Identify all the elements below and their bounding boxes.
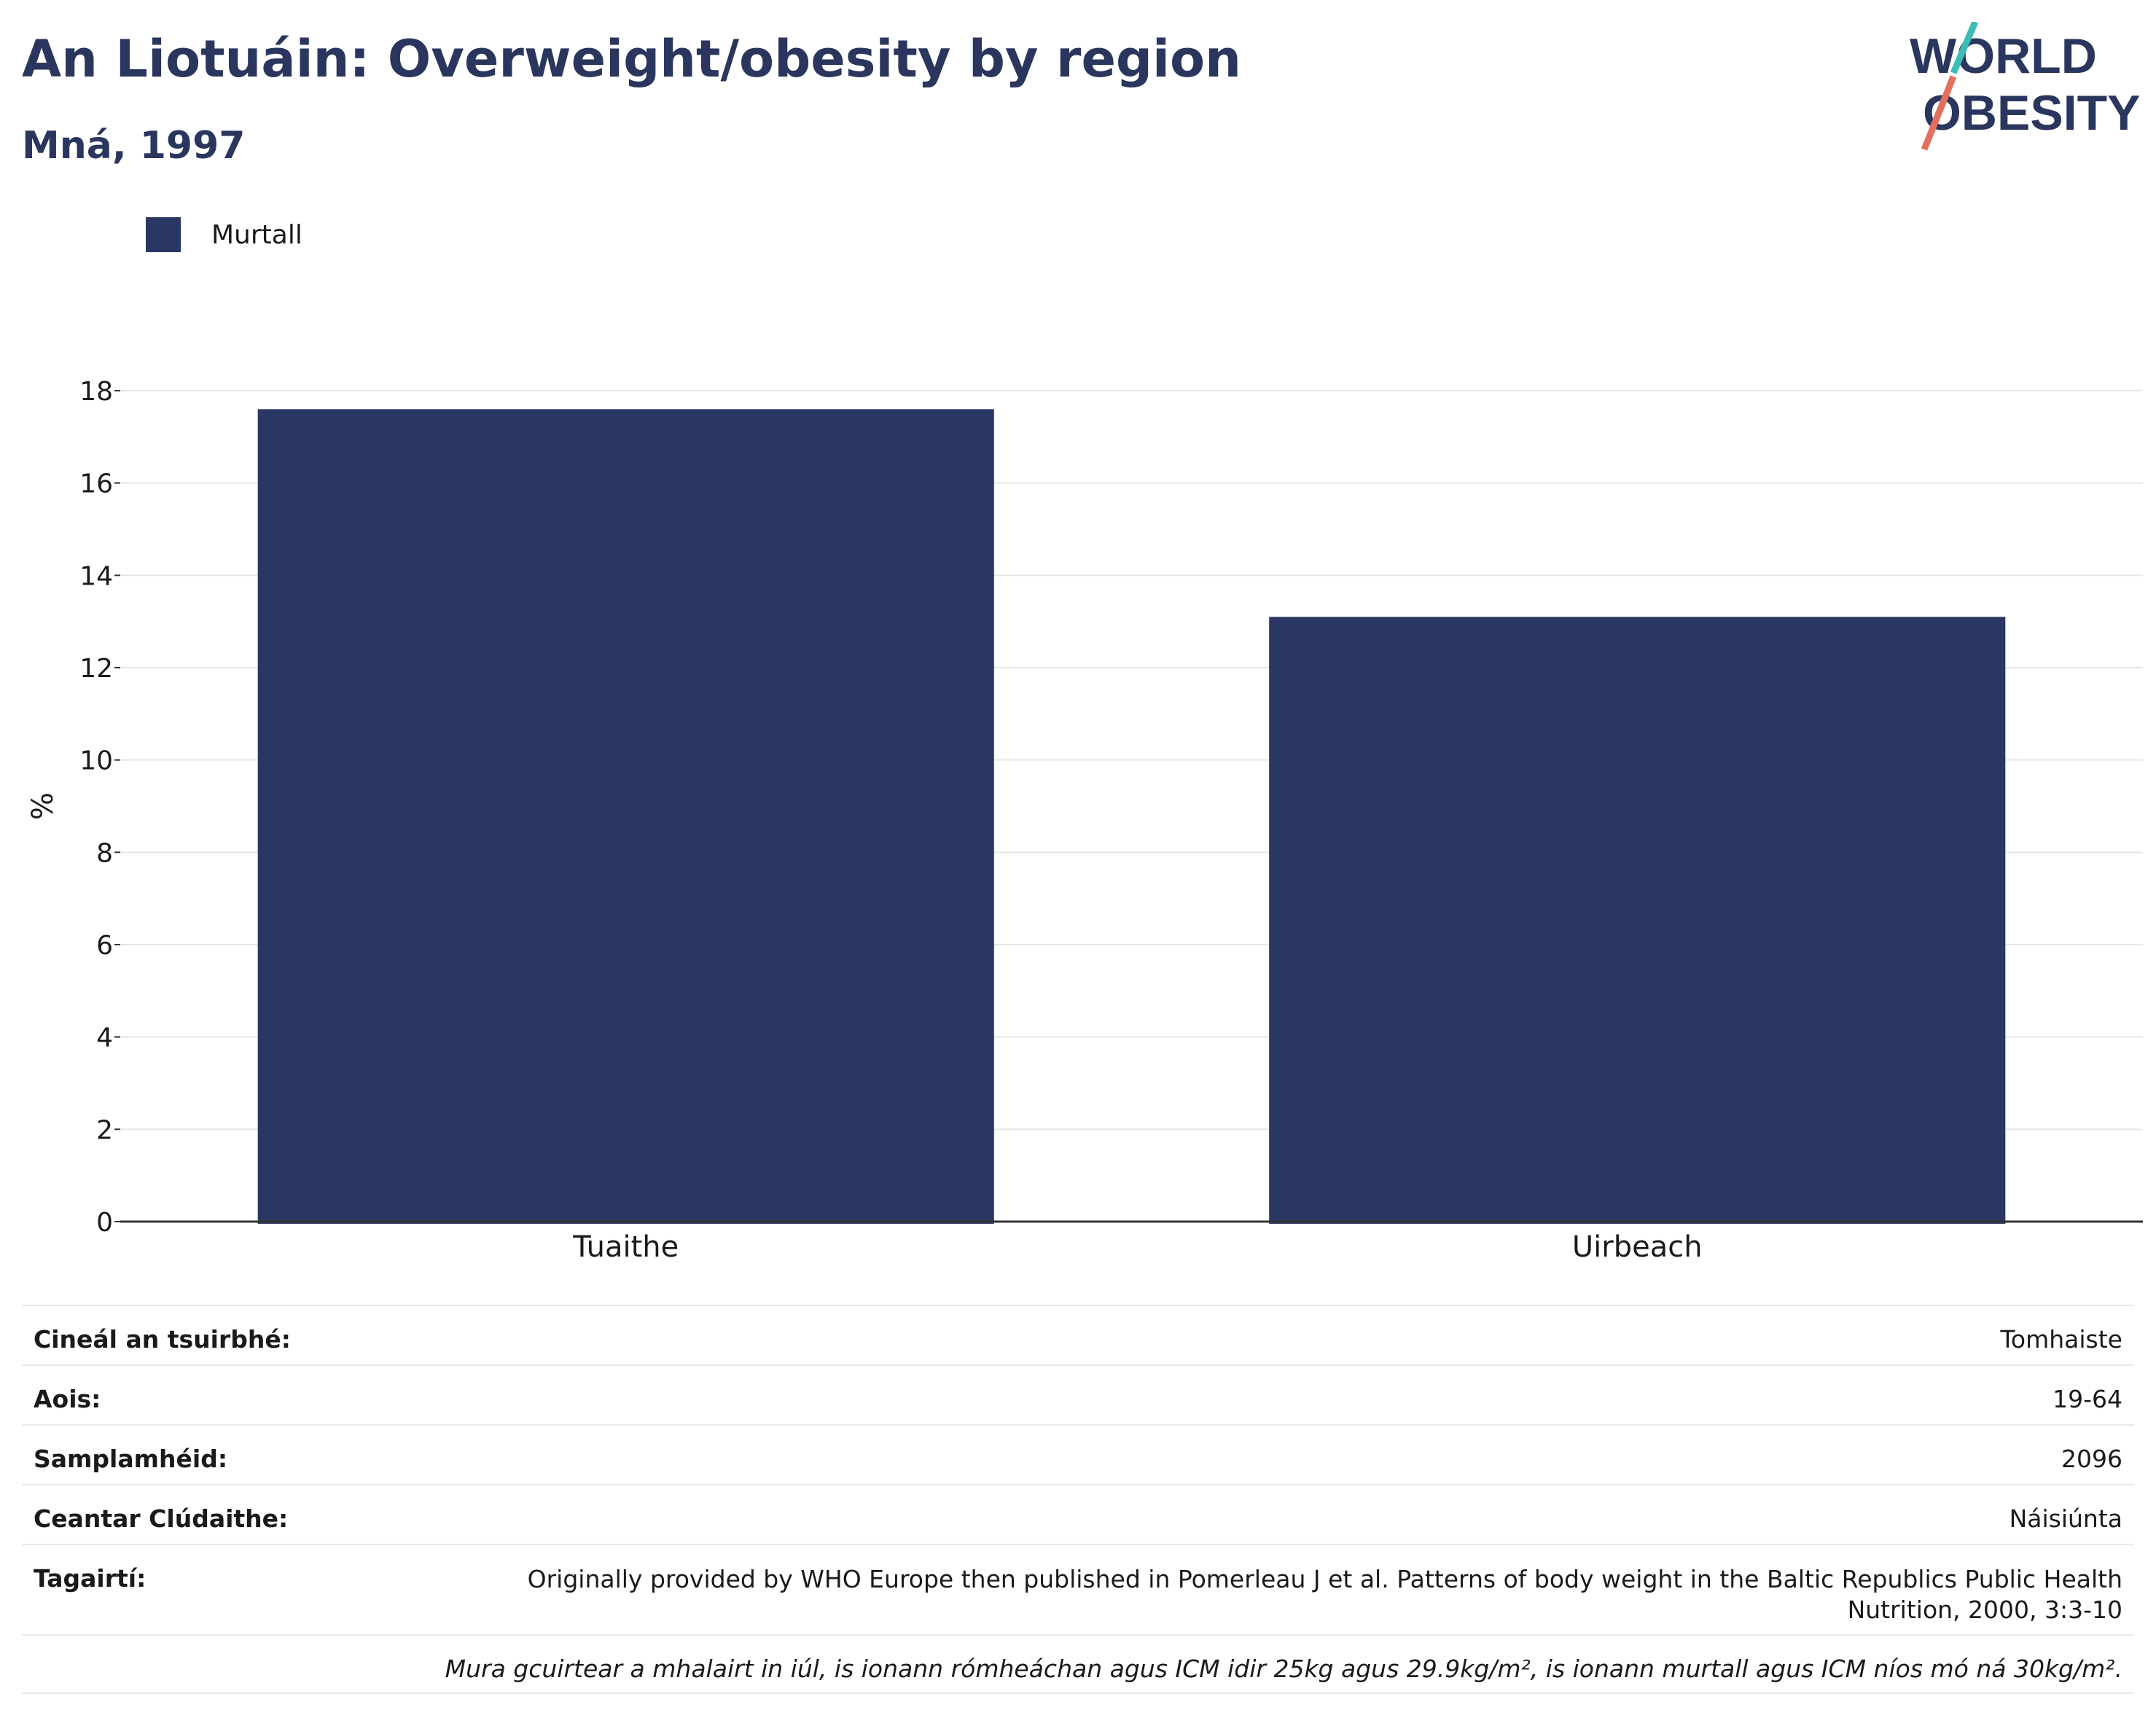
meta-row-area: Ceantar Clúdaithe: Náisiúnta [22,1484,2134,1544]
y-tick-label: 12 [79,654,113,684]
meta-footnote-row: Mura gcuirtear a mhalairt in iúl, is ion… [22,1634,2134,1694]
meta-label: Tagairtí: [34,1564,147,1593]
x-tick-label: Uirbeach [1572,1230,1703,1264]
legend-swatch [146,217,181,252]
survey-metadata-table: Cineál an tsuirbhé: Tomhaiste Aois: 19-6… [22,1305,2134,1694]
chart-title: An Liotuáin: Overweight/obesity by regio… [22,29,1241,89]
chart-subtitle: Mná, 1997 [22,124,246,168]
y-tick-label: 10 [79,746,113,776]
meta-label: Samplamhéid: [34,1445,228,1473]
y-tick-label: 18 [79,377,113,407]
legend-label: Murtall [211,219,302,250]
svg-text:WORLD: WORLD [1910,28,2097,84]
meta-value: Originally provided by WHO Europe then p… [527,1565,2122,1624]
meta-value: 2096 [2061,1445,2122,1473]
meta-value: Náisiúnta [2009,1504,2122,1533]
y-tick-label: 14 [79,561,113,591]
meta-row-age: Aois: 19-64 [22,1364,2134,1424]
meta-row-sample-size: Samplamhéid: 2096 [22,1424,2134,1484]
y-tick-label: 0 [96,1208,113,1238]
y-axis-label: % [26,792,60,820]
svg-text:OBESITY: OBESITY [1923,85,2141,141]
world-obesity-logo: WORLD OBESITY [1910,22,2141,151]
meta-label: Aois: [34,1385,101,1413]
bar [257,409,994,1225]
y-tick-label: 2 [96,1115,113,1145]
meta-row-survey-type: Cineál an tsuirbhé: Tomhaiste [22,1305,2134,1364]
y-tick-label: 8 [96,838,113,868]
meta-row-references: Tagairtí: Originally provided by WHO Eur… [22,1544,2134,1634]
y-tick-label: 16 [79,469,113,499]
chart-legend: Murtall [146,217,302,252]
x-tick-label: Tuaithe [572,1230,679,1264]
y-tick-label: 4 [96,1023,113,1053]
footnote: Mura gcuirtear a mhalairt in iúl, is ion… [445,1655,2122,1683]
y-tick-label: 6 [96,931,113,961]
bar-chart: 0 2 4 6 8 10 12 14 16 18% Tuaithe Uirbeach [26,377,2143,1264]
bar [1269,617,2006,1224]
meta-label: Ceantar Clúdaithe: [34,1504,289,1533]
meta-value: Tomhaiste [2000,1325,2122,1354]
meta-label: Cineál an tsuirbhé: [34,1325,291,1354]
meta-value: 19-64 [2053,1385,2122,1413]
